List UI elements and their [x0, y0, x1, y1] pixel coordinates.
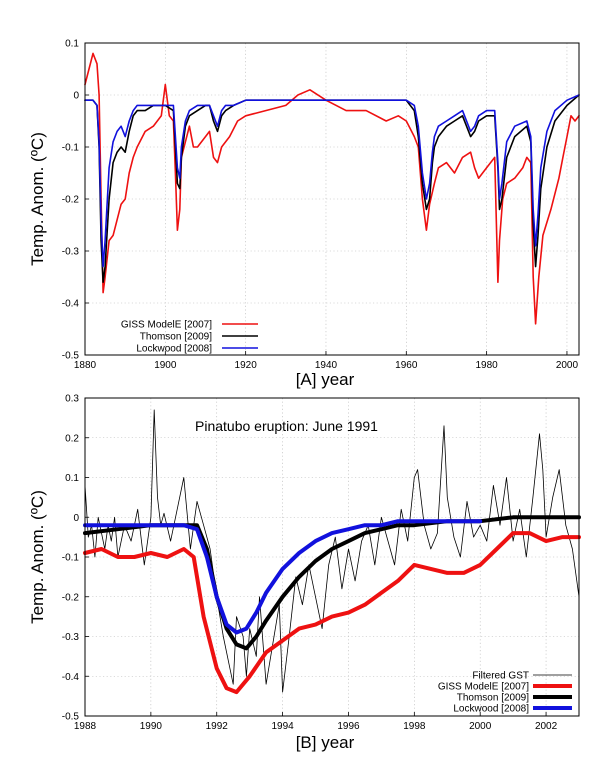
- x-tick-label: 1994: [271, 721, 294, 732]
- panel-a-legend: GISS ModelE [2007]Thomson [2009]Lockwood…: [121, 320, 258, 355]
- panel-a-frame: [84, 42, 580, 356]
- y-tick-label: -0.2: [62, 195, 80, 206]
- y-tick-label: 0.1: [65, 39, 79, 50]
- y-tick-label: -0.3: [62, 632, 80, 643]
- panel-b-grid: [85, 398, 579, 716]
- panel-b-annotation: Pinatubo eruption: June 1991: [195, 418, 378, 434]
- series-line-giss-modele-2007: [84, 52, 580, 325]
- y-tick-label: -0.1: [62, 553, 80, 564]
- x-tick-label: 1990: [140, 721, 163, 732]
- panel-b-xlabel: [B] year: [296, 733, 355, 752]
- y-tick-label: 0: [73, 513, 79, 524]
- x-tick-label: 1960: [395, 360, 418, 371]
- panel-a-chart: 1880 1900 1920 1940 1960 1980 2000 0.1 0 -0.1 -0.2…: [28, 39, 580, 389]
- panel-a-xlabel: [A] year: [296, 370, 355, 389]
- y-tick-label: 0: [73, 91, 79, 102]
- x-tick-label: 1998: [403, 721, 426, 732]
- x-tick-label: 1988: [74, 721, 97, 732]
- x-tick-label: 1980: [476, 360, 499, 371]
- x-tick-label: 1996: [337, 721, 360, 732]
- legend-label: GISS ModelE [2007]: [438, 682, 529, 693]
- legend-label: Lockwood [2008]: [136, 344, 212, 355]
- panel-a-grid: [85, 43, 579, 355]
- panel-b-ticks: 1988 1990 1992 1994 1996 1998 2000 2002 0.3 0.2 0.…: [62, 394, 558, 733]
- y-tick-label: -0.5: [62, 712, 80, 723]
- y-tick-label: 0.3: [65, 394, 79, 405]
- series-line-giss-modele-2007: [83, 531, 581, 695]
- panel-a-ylabel: Temp. Anom. (ºC): [28, 132, 47, 266]
- series-line-filtered-gst: [84, 409, 580, 693]
- y-tick-label: -0.2: [62, 592, 80, 603]
- legend-label: Filtered GST: [472, 671, 529, 682]
- legend-label: GISS ModelE [2007]: [121, 320, 212, 331]
- x-tick-label: 1940: [315, 360, 338, 371]
- x-tick-label: 2002: [535, 721, 558, 732]
- series-line-lockwood-2008: [83, 519, 483, 635]
- x-tick-label: 1920: [235, 360, 258, 371]
- series-line-thomson-2009: [83, 515, 581, 651]
- panel-a-ticks: 1880 1900 1920 1940 1960 1980 2000 0.1 0 -0.1 -0.2…: [62, 39, 579, 372]
- y-tick-label: -0.5: [62, 351, 80, 362]
- y-tick-label: -0.4: [62, 299, 80, 310]
- x-tick-label: 2000: [469, 721, 492, 732]
- x-tick-label: 1900: [154, 360, 177, 371]
- x-tick-label: 1992: [206, 721, 229, 732]
- legend-label: Thomson [2009]: [140, 332, 212, 343]
- y-tick-label: -0.4: [62, 672, 80, 683]
- y-tick-label: -0.1: [62, 143, 80, 154]
- y-tick-label: 0.1: [65, 473, 79, 484]
- x-tick-label: 2000: [556, 360, 579, 371]
- panel-b-chart: 1988 1990 1992 1994 1996 1998 2000 2002 0.3 0.2 0.…: [28, 394, 581, 752]
- legend-label: Thomson [2009]: [457, 693, 529, 704]
- panel-b-series: [83, 409, 581, 695]
- y-tick-label: 0.2: [65, 433, 79, 444]
- y-tick-label: -0.3: [62, 247, 80, 258]
- series-line-lockwood-2008: [84, 94, 580, 268]
- legend-label: Lockwood [2008]: [453, 704, 529, 715]
- panel-a-series: [84, 52, 580, 325]
- panel-b-ylabel: Temp. Anom. (ºC): [28, 490, 47, 624]
- x-tick-label: 1880: [74, 360, 97, 371]
